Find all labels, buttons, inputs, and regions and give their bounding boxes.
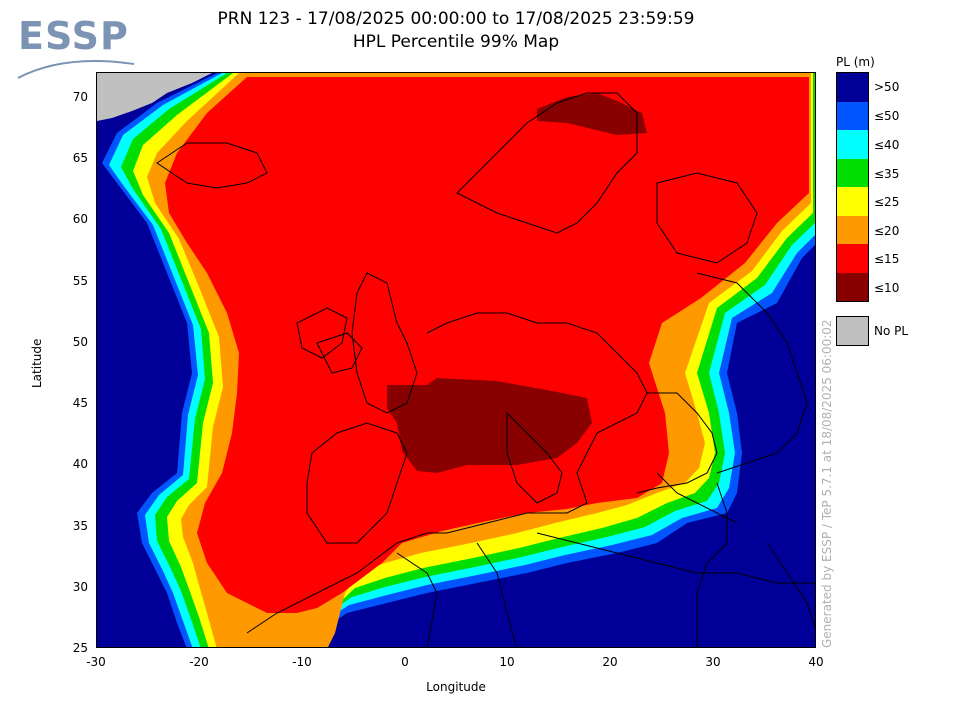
- legend-label: ≤50: [874, 109, 900, 123]
- legend-colorbar: [836, 72, 869, 302]
- xtick-label: -20: [189, 655, 209, 669]
- essp-logo: ESSP: [14, 12, 135, 82]
- ytick-label: 50: [72, 335, 88, 349]
- legend-swatch: [837, 158, 868, 187]
- y-axis-label: Latitude: [30, 338, 44, 388]
- ytick-label: 30: [72, 580, 88, 594]
- contour-le10-south: [387, 378, 592, 473]
- legend-swatch: [837, 187, 868, 216]
- map-plot-area: [96, 72, 816, 648]
- xtick-label: 20: [602, 655, 618, 669]
- contour-le15: [165, 77, 809, 613]
- ytick-label: 35: [72, 519, 88, 533]
- logo-arc-graphic: [17, 60, 135, 79]
- ytick-label: 45: [72, 396, 88, 410]
- xtick-label: 10: [499, 655, 515, 669]
- legend-label: >50: [874, 80, 900, 94]
- ytick-label: 60: [72, 212, 88, 226]
- legend-swatch: [837, 272, 868, 301]
- contour-le10-north: [537, 93, 647, 135]
- x-axis-label: Longitude: [426, 680, 486, 694]
- legend-swatch: [837, 101, 868, 130]
- legend-label: ≤20: [874, 224, 900, 238]
- xtick-label: -10: [292, 655, 312, 669]
- generation-watermark: Generated by ESSP / TeP 5.7.1 at 18/08/2…: [820, 319, 834, 648]
- xtick-label: 30: [705, 655, 721, 669]
- legend-label: ≤10: [874, 281, 900, 295]
- logo-text: ESSP: [18, 14, 129, 58]
- no-pl-swatch: [836, 316, 869, 346]
- legend-swatch: [837, 130, 868, 159]
- xtick-label: -30: [86, 655, 106, 669]
- ytick-label: 70: [72, 90, 88, 104]
- xtick-label: 40: [808, 655, 824, 669]
- legend-label: ≤40: [874, 138, 900, 152]
- legend-swatch: [837, 73, 868, 102]
- chart-title: PRN 123 - 17/08/2025 00:00:00 to 17/08/2…: [217, 9, 695, 29]
- ytick-label: 40: [72, 457, 88, 471]
- ytick-label: 55: [72, 274, 88, 288]
- coastlines: [156, 92, 815, 647]
- ytick-label: 65: [72, 151, 88, 165]
- legend-label: ≤25: [874, 195, 900, 209]
- no-pl-label: No PL: [874, 324, 909, 338]
- legend-swatch: [837, 215, 868, 244]
- protection-level-map: [97, 73, 815, 647]
- legend-label: ≤15: [874, 252, 900, 266]
- ytick-label: 25: [72, 641, 88, 655]
- chart-subtitle: HPL Percentile 99% Map: [352, 32, 560, 52]
- no-pl-region: [97, 73, 212, 121]
- xtick-label: 0: [401, 655, 409, 669]
- legend-title: PL (m): [836, 55, 875, 69]
- legend-label: ≤35: [874, 167, 900, 181]
- legend-swatch: [837, 244, 868, 273]
